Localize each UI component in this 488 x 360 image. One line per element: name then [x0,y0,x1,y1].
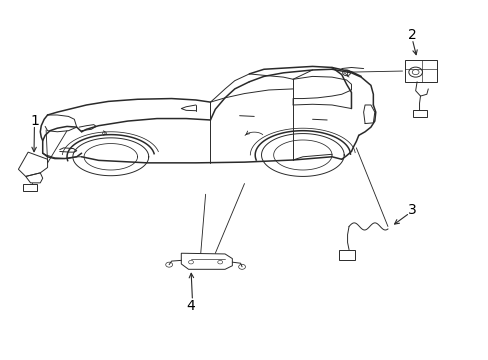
Bar [23,184,37,192]
Text: 2: 2 [407,28,416,42]
Text: 4: 4 [186,299,195,313]
Bar [339,249,354,260]
Text: 1: 1 [30,114,39,128]
Bar [404,60,436,82]
Text: 3: 3 [407,203,416,217]
Bar [412,111,426,117]
